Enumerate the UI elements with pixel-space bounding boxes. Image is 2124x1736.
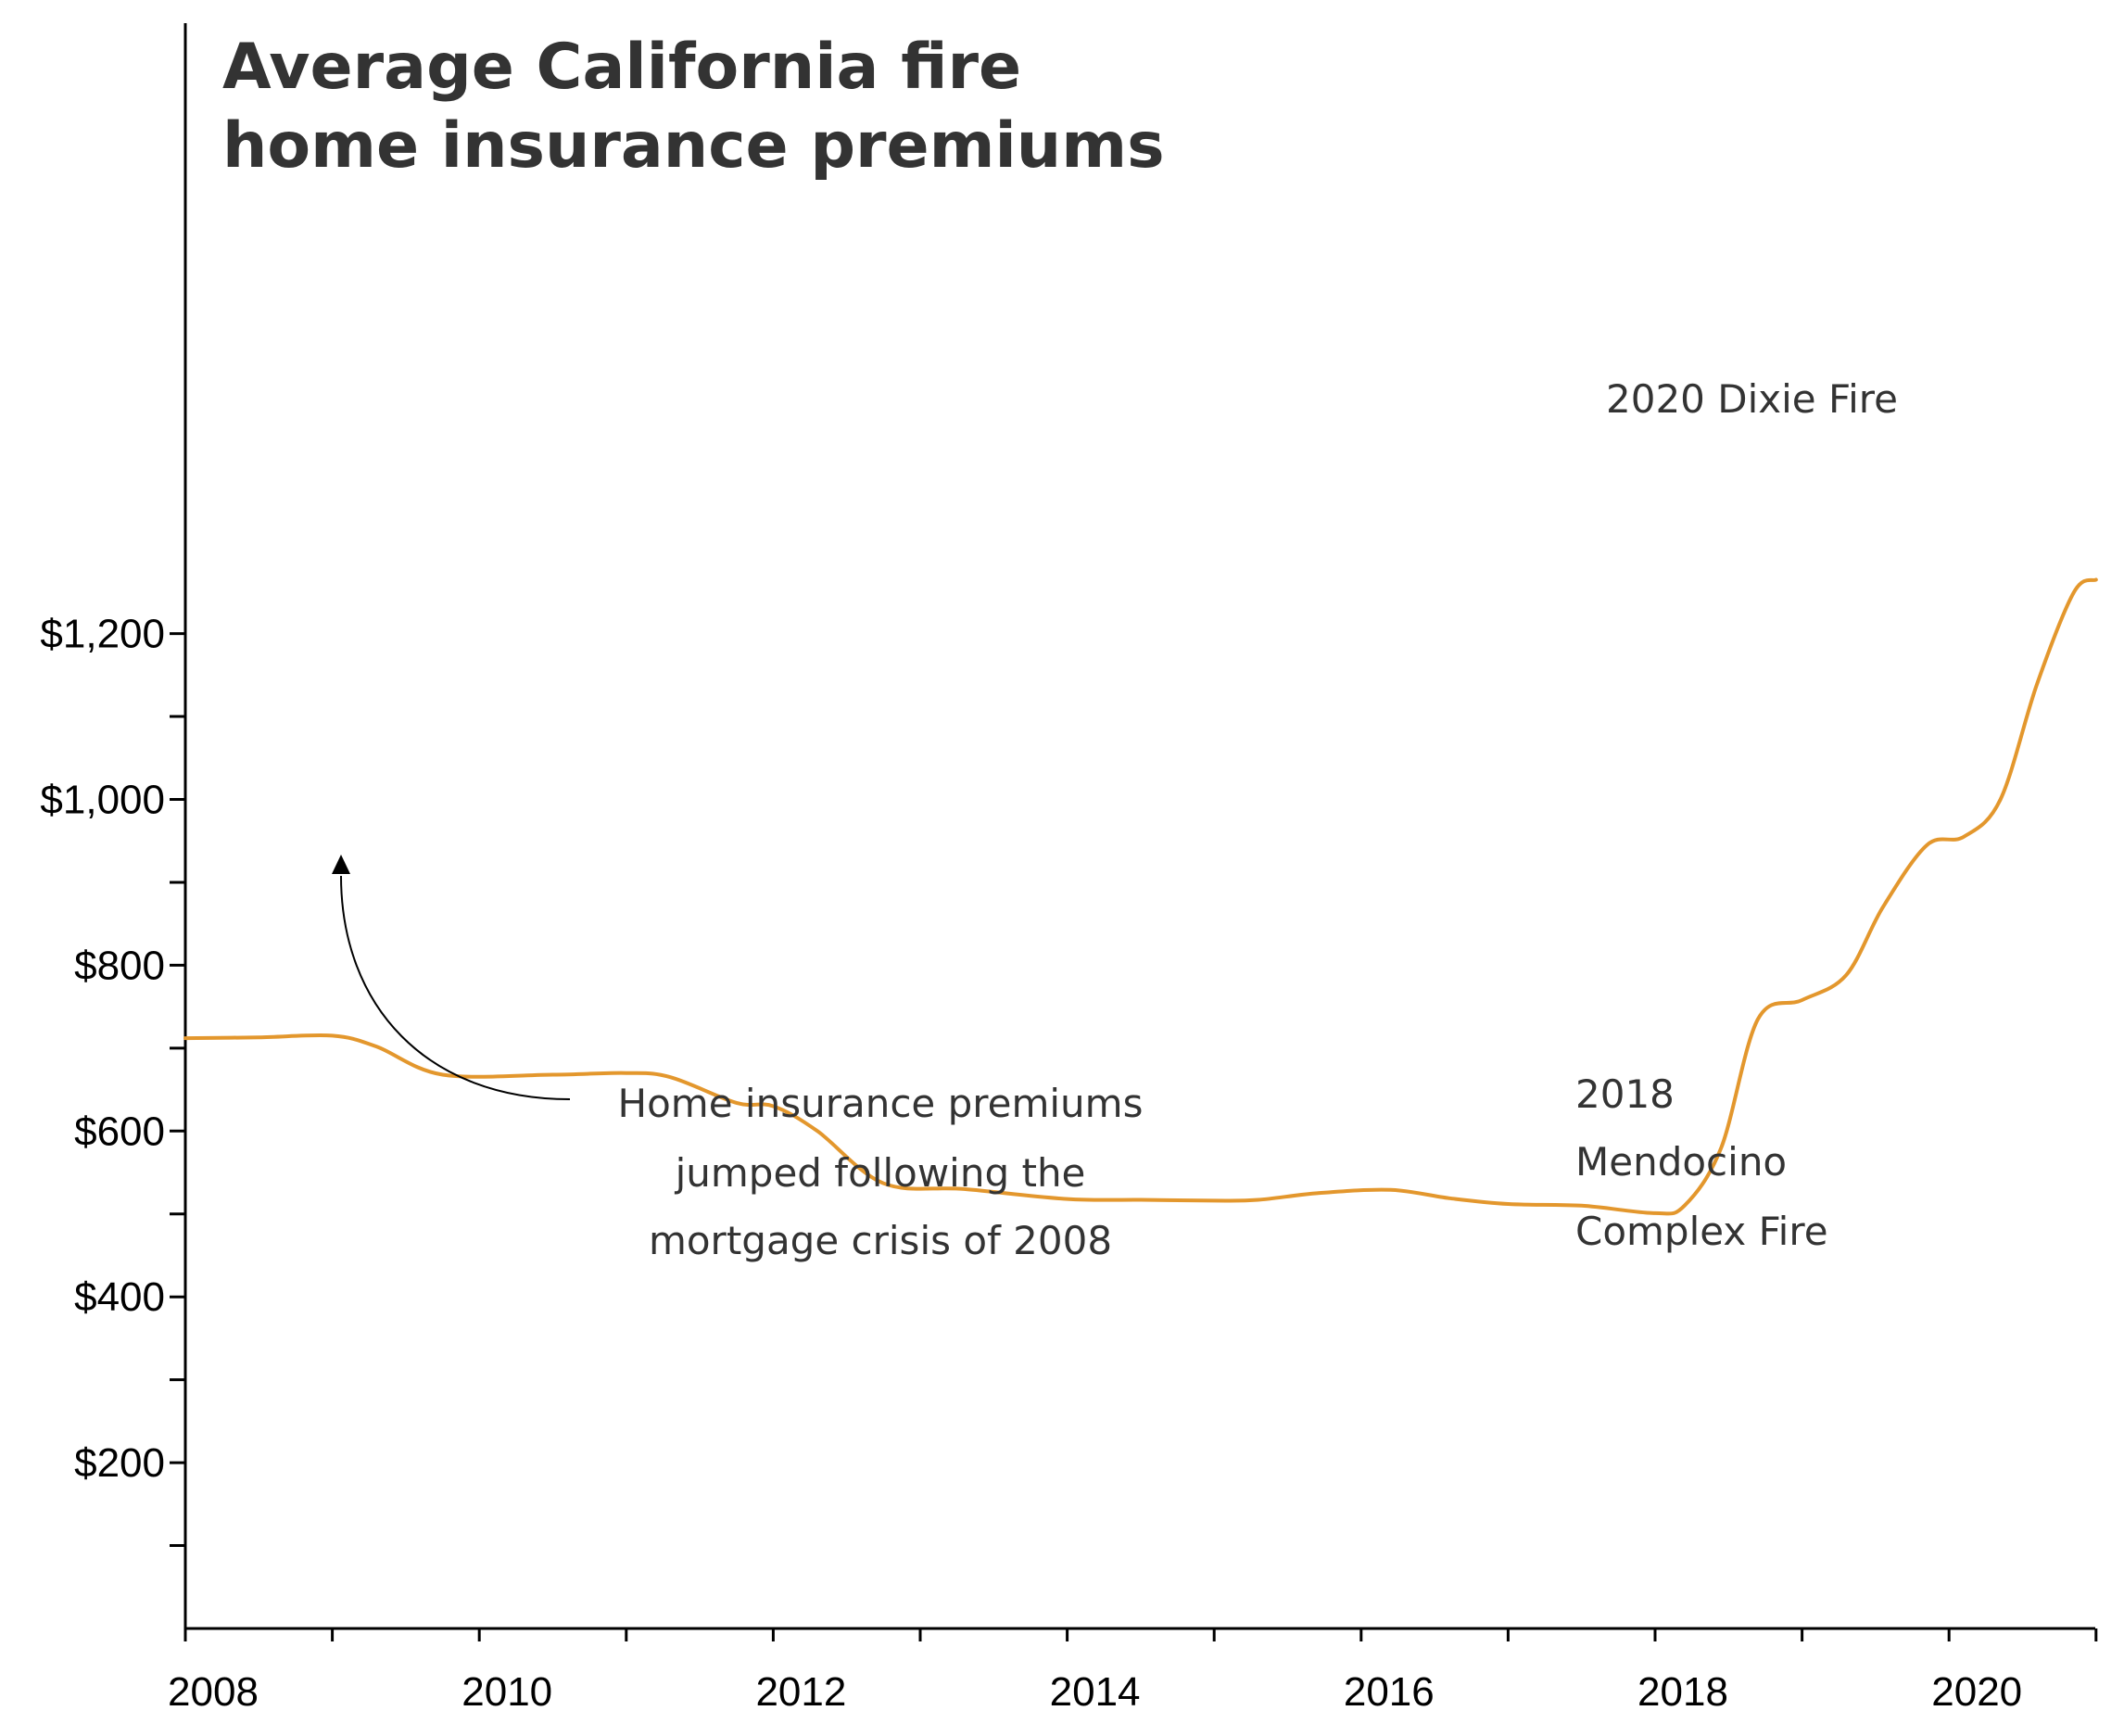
chart-title-line-1: Average California fire [222, 31, 1021, 104]
x-tick-label: 2016 [1344, 1669, 1435, 1715]
y-tick-label: $1,200 [40, 612, 165, 657]
axes [183, 23, 2095, 1630]
annotation-dixie-line-1: 2020 Dixie Fire [1606, 376, 1898, 422]
y-tick-label: $200 [74, 1440, 165, 1486]
x-tick-label: 2012 [755, 1669, 846, 1715]
series-line [183, 577, 2098, 1216]
x-tick-label: 2008 [168, 1669, 259, 1715]
series-layer [183, 577, 2098, 1216]
annotation-mortgage-line-3: mortgage crisis of 2008 [649, 1218, 1112, 1263]
x-tick-label: 2020 [1931, 1669, 2022, 1715]
y-tick-label: $800 [74, 943, 165, 988]
x-tick-label: 2014 [1050, 1669, 1141, 1715]
y-tick-label: $400 [74, 1274, 165, 1320]
y-tick-label: $600 [74, 1109, 165, 1154]
x-tick-label: 2018 [1637, 1669, 1728, 1715]
annotation-arrowhead-icon [332, 855, 350, 874]
chart-title: Average California fire home insurance p… [222, 31, 1165, 183]
annotation-mendocino-line-1: 2018 [1575, 1071, 1675, 1117]
annotations: Home insurance premiums jumped following… [332, 376, 1898, 1263]
chart-title-line-2: home insurance premiums [222, 109, 1165, 183]
annotation-mortgage-line-1: Home insurance premiums [618, 1081, 1144, 1126]
annotation-mendocino-line-2: Mendocino [1575, 1139, 1787, 1185]
x-tick-label: 2010 [461, 1669, 552, 1715]
annotation-dixie: 2020 Dixie Fire [1606, 376, 1898, 422]
annotation-mortgage-crisis: Home insurance premiums jumped following… [332, 855, 1143, 1263]
annotation-mortgage-line-2: jumped following the [675, 1150, 1086, 1196]
y-tick-label: $1,000 [40, 778, 165, 823]
annotation-mendocino: 2018 Mendocino Complex Fire [1575, 1071, 1828, 1254]
x-ticks: 2008 2010 2012 2014 2016 2018 2020 [168, 1628, 2098, 1715]
annotation-arrow-line [340, 875, 571, 1100]
y-ticks: $200 $400 $600 $800 $1,000 $1,200 [40, 612, 185, 1548]
annotation-mendocino-line-3: Complex Fire [1575, 1209, 1828, 1254]
